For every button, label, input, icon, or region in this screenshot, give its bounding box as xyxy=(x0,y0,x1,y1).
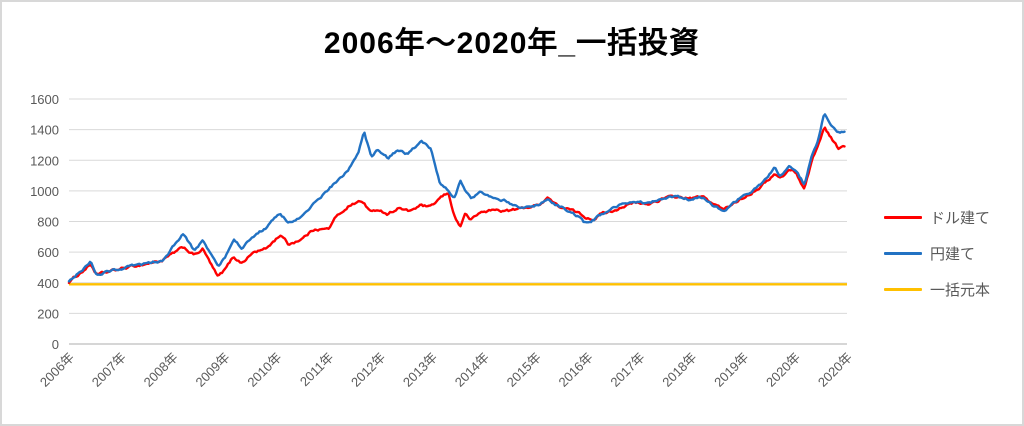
x-tick-label: 2008年 xyxy=(141,350,181,390)
legend: ドル建て 円建て 一括元本 xyxy=(884,208,990,316)
y-tick-label: 1000 xyxy=(30,184,59,199)
x-tick-label: 2011年 xyxy=(297,350,337,390)
y-tick-label: 1200 xyxy=(30,153,59,168)
legend-label-principal: 一括元本 xyxy=(930,281,991,299)
x-tick-label: 2014年 xyxy=(452,350,492,390)
legend-item-yen: 円建て xyxy=(884,244,990,263)
legend-label-dollar: ドル建て xyxy=(930,209,991,227)
x-tick-label: 2020年 xyxy=(815,350,855,390)
series-line-dollar xyxy=(67,126,846,285)
y-tick-label: 1400 xyxy=(30,123,59,138)
x-tick-label: 2013年 xyxy=(400,350,440,390)
y-tick-label: 400 xyxy=(37,276,59,291)
x-tick-label: 2018年 xyxy=(659,350,699,390)
x-tick-label: 2019年 xyxy=(711,350,751,390)
y-tick-label: 1600 xyxy=(30,92,59,107)
x-tick-label: 2020年 xyxy=(763,350,803,390)
x-tick-label: 2010年 xyxy=(244,350,284,390)
x-tick-label: 2017年 xyxy=(607,350,647,390)
x-tick-label: 2009年 xyxy=(192,350,232,390)
y-tick-label: 200 xyxy=(37,306,59,321)
legend-item-principal: 一括元本 xyxy=(884,280,991,299)
y-tick-label: 0 xyxy=(52,337,59,352)
legend-item-dollar: ドル建て xyxy=(884,208,991,227)
x-tick-label: 2007年 xyxy=(89,350,129,390)
legend-swatch-yen-line xyxy=(884,251,922,255)
y-tick-label: 600 xyxy=(37,245,59,260)
x-tick-label: 2016年 xyxy=(556,350,596,390)
legend-label-yen: 円建て xyxy=(930,245,976,263)
x-tick-label: 2006年 xyxy=(37,350,77,390)
legend-swatch-dollar-line xyxy=(884,215,922,219)
series-line-yen xyxy=(67,113,846,283)
x-tick-label: 2015年 xyxy=(504,350,544,390)
legend-swatch-principal-line xyxy=(884,287,922,291)
chart-title: 2006年～2020年_一括投資 xyxy=(323,27,701,60)
x-tick-label: 2012年 xyxy=(348,350,388,390)
y-tick-label: 800 xyxy=(37,215,59,230)
